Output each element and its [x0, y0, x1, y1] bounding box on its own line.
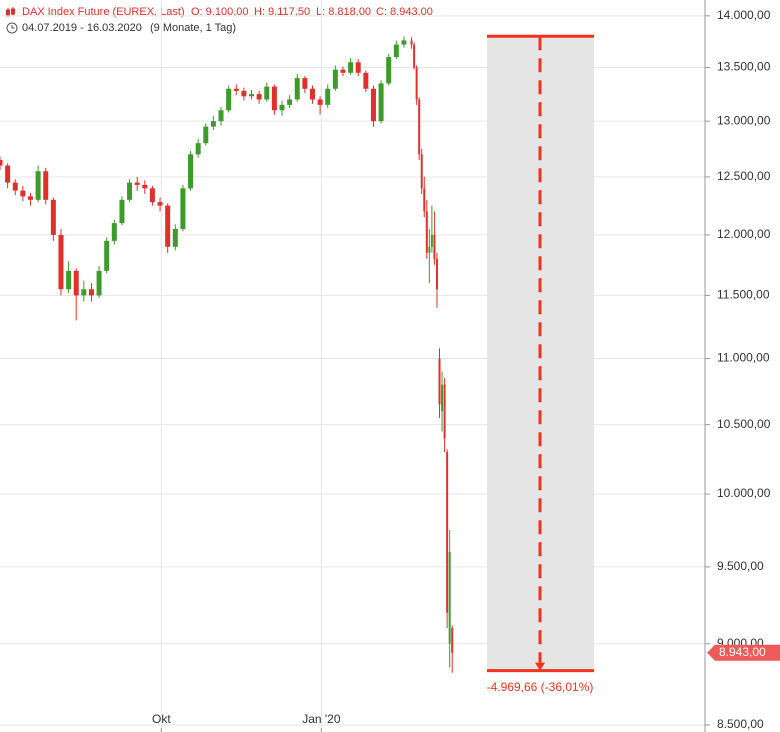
candle-body — [180, 188, 186, 230]
candle-body — [188, 154, 194, 189]
candle-body — [325, 88, 331, 105]
candle-body — [157, 202, 163, 206]
candle-body — [165, 205, 171, 247]
candle-body — [438, 358, 441, 405]
candle-body — [256, 94, 262, 100]
candle-body — [355, 62, 361, 73]
ohlc-label: C: 8.943,00 — [376, 6, 433, 18]
candle-body — [43, 171, 49, 200]
y-tick-label: 13.500,00 — [717, 60, 771, 74]
candle-body — [435, 258, 438, 290]
y-tick-label: 13.000,00 — [717, 113, 771, 127]
candle-body — [378, 83, 384, 122]
candle-body — [203, 126, 209, 144]
candle-body — [448, 552, 451, 644]
candle-body — [433, 234, 436, 259]
candle-body — [446, 452, 449, 613]
period: (9 Monate, 1 Tag) — [150, 22, 236, 34]
measure-label: -4.969,66 (-36,01%) — [487, 680, 594, 694]
candle-body — [66, 270, 72, 290]
y-tick-label: 10.500,00 — [717, 417, 771, 431]
candle-body — [401, 40, 407, 45]
candle-body — [418, 99, 421, 155]
candle-body — [415, 67, 418, 100]
y-tick-label: 12.000,00 — [717, 227, 771, 241]
candle-body — [249, 94, 255, 97]
candle-body — [441, 384, 444, 412]
price-tag — [707, 644, 780, 661]
candle-body — [35, 171, 41, 200]
candle-body — [264, 86, 270, 100]
candle-body — [20, 190, 26, 197]
candle-body — [104, 240, 110, 271]
y-tick-label: 8.500,00 — [717, 717, 764, 731]
y-tick-label: 10.000,00 — [717, 486, 771, 500]
candle-body — [428, 246, 431, 253]
y-tick-label: 11.500,00 — [717, 288, 770, 302]
ohlc-label: L: 8.818,00 — [316, 6, 371, 18]
candle-body — [58, 234, 64, 290]
ohlc-label: O: 9.100,00 — [191, 6, 249, 18]
candle-body — [410, 40, 413, 45]
candle-body — [96, 270, 102, 296]
candle-body — [309, 88, 315, 100]
candle-body — [149, 188, 155, 203]
candle-body — [294, 78, 300, 100]
candle-body — [332, 69, 338, 89]
candle-body — [210, 121, 216, 127]
grid — [0, 0, 705, 732]
candle-body — [420, 154, 423, 189]
candle-body — [88, 289, 94, 296]
candle-body — [423, 188, 426, 212]
candle-body — [134, 182, 140, 185]
candle-body — [226, 88, 232, 111]
x-tick-label: Jan '20 — [302, 712, 341, 726]
candle-body — [127, 182, 133, 200]
candle-body — [50, 199, 56, 235]
candle-body — [172, 229, 178, 247]
candle-body — [302, 78, 308, 89]
candle-body — [119, 199, 125, 224]
candle-body — [363, 72, 369, 89]
candle-body — [111, 223, 117, 241]
y-tick-label: 9.500,00 — [717, 559, 764, 573]
candle-body — [370, 88, 376, 122]
candle-body — [12, 182, 18, 191]
candle-body — [348, 62, 354, 73]
candle-body — [425, 211, 428, 253]
candle-body — [393, 44, 399, 58]
candle-body — [413, 44, 416, 68]
candle-body — [279, 104, 285, 111]
candle-body — [142, 184, 148, 189]
candle-body — [340, 69, 346, 73]
candle-body — [195, 143, 201, 155]
y-tick-label: 14.000,00 — [717, 8, 771, 22]
candle-body — [241, 90, 247, 97]
y-tick-label: 12.500,00 — [717, 169, 771, 183]
x-tick-label: Okt — [152, 712, 171, 726]
candle-body — [27, 196, 33, 200]
candle-body — [451, 628, 454, 653]
measure-arrowhead — [535, 662, 545, 671]
candle-body — [430, 234, 433, 247]
candle-body — [271, 86, 277, 111]
price-tag-label: 8.943,00 — [719, 645, 766, 659]
candle-body — [386, 57, 392, 84]
candle-body — [317, 99, 323, 105]
candle-body — [81, 289, 87, 296]
date-range: 04.07.2019 - 16.03.2020 — [22, 22, 142, 34]
clock-icon — [6, 22, 18, 34]
candle-body — [0, 159, 3, 166]
candle-body — [73, 270, 79, 296]
candle-body — [5, 165, 11, 183]
chart-title: DAX Index Future (EUREX, Last) — [22, 6, 185, 18]
candle-body — [443, 384, 446, 439]
candle-body — [233, 88, 239, 91]
ohlc-label: H: 9.117,50 — [254, 6, 310, 18]
y-tick-label: 11.000,00 — [717, 351, 770, 365]
candle-body — [287, 99, 293, 105]
candle-body — [218, 110, 224, 122]
